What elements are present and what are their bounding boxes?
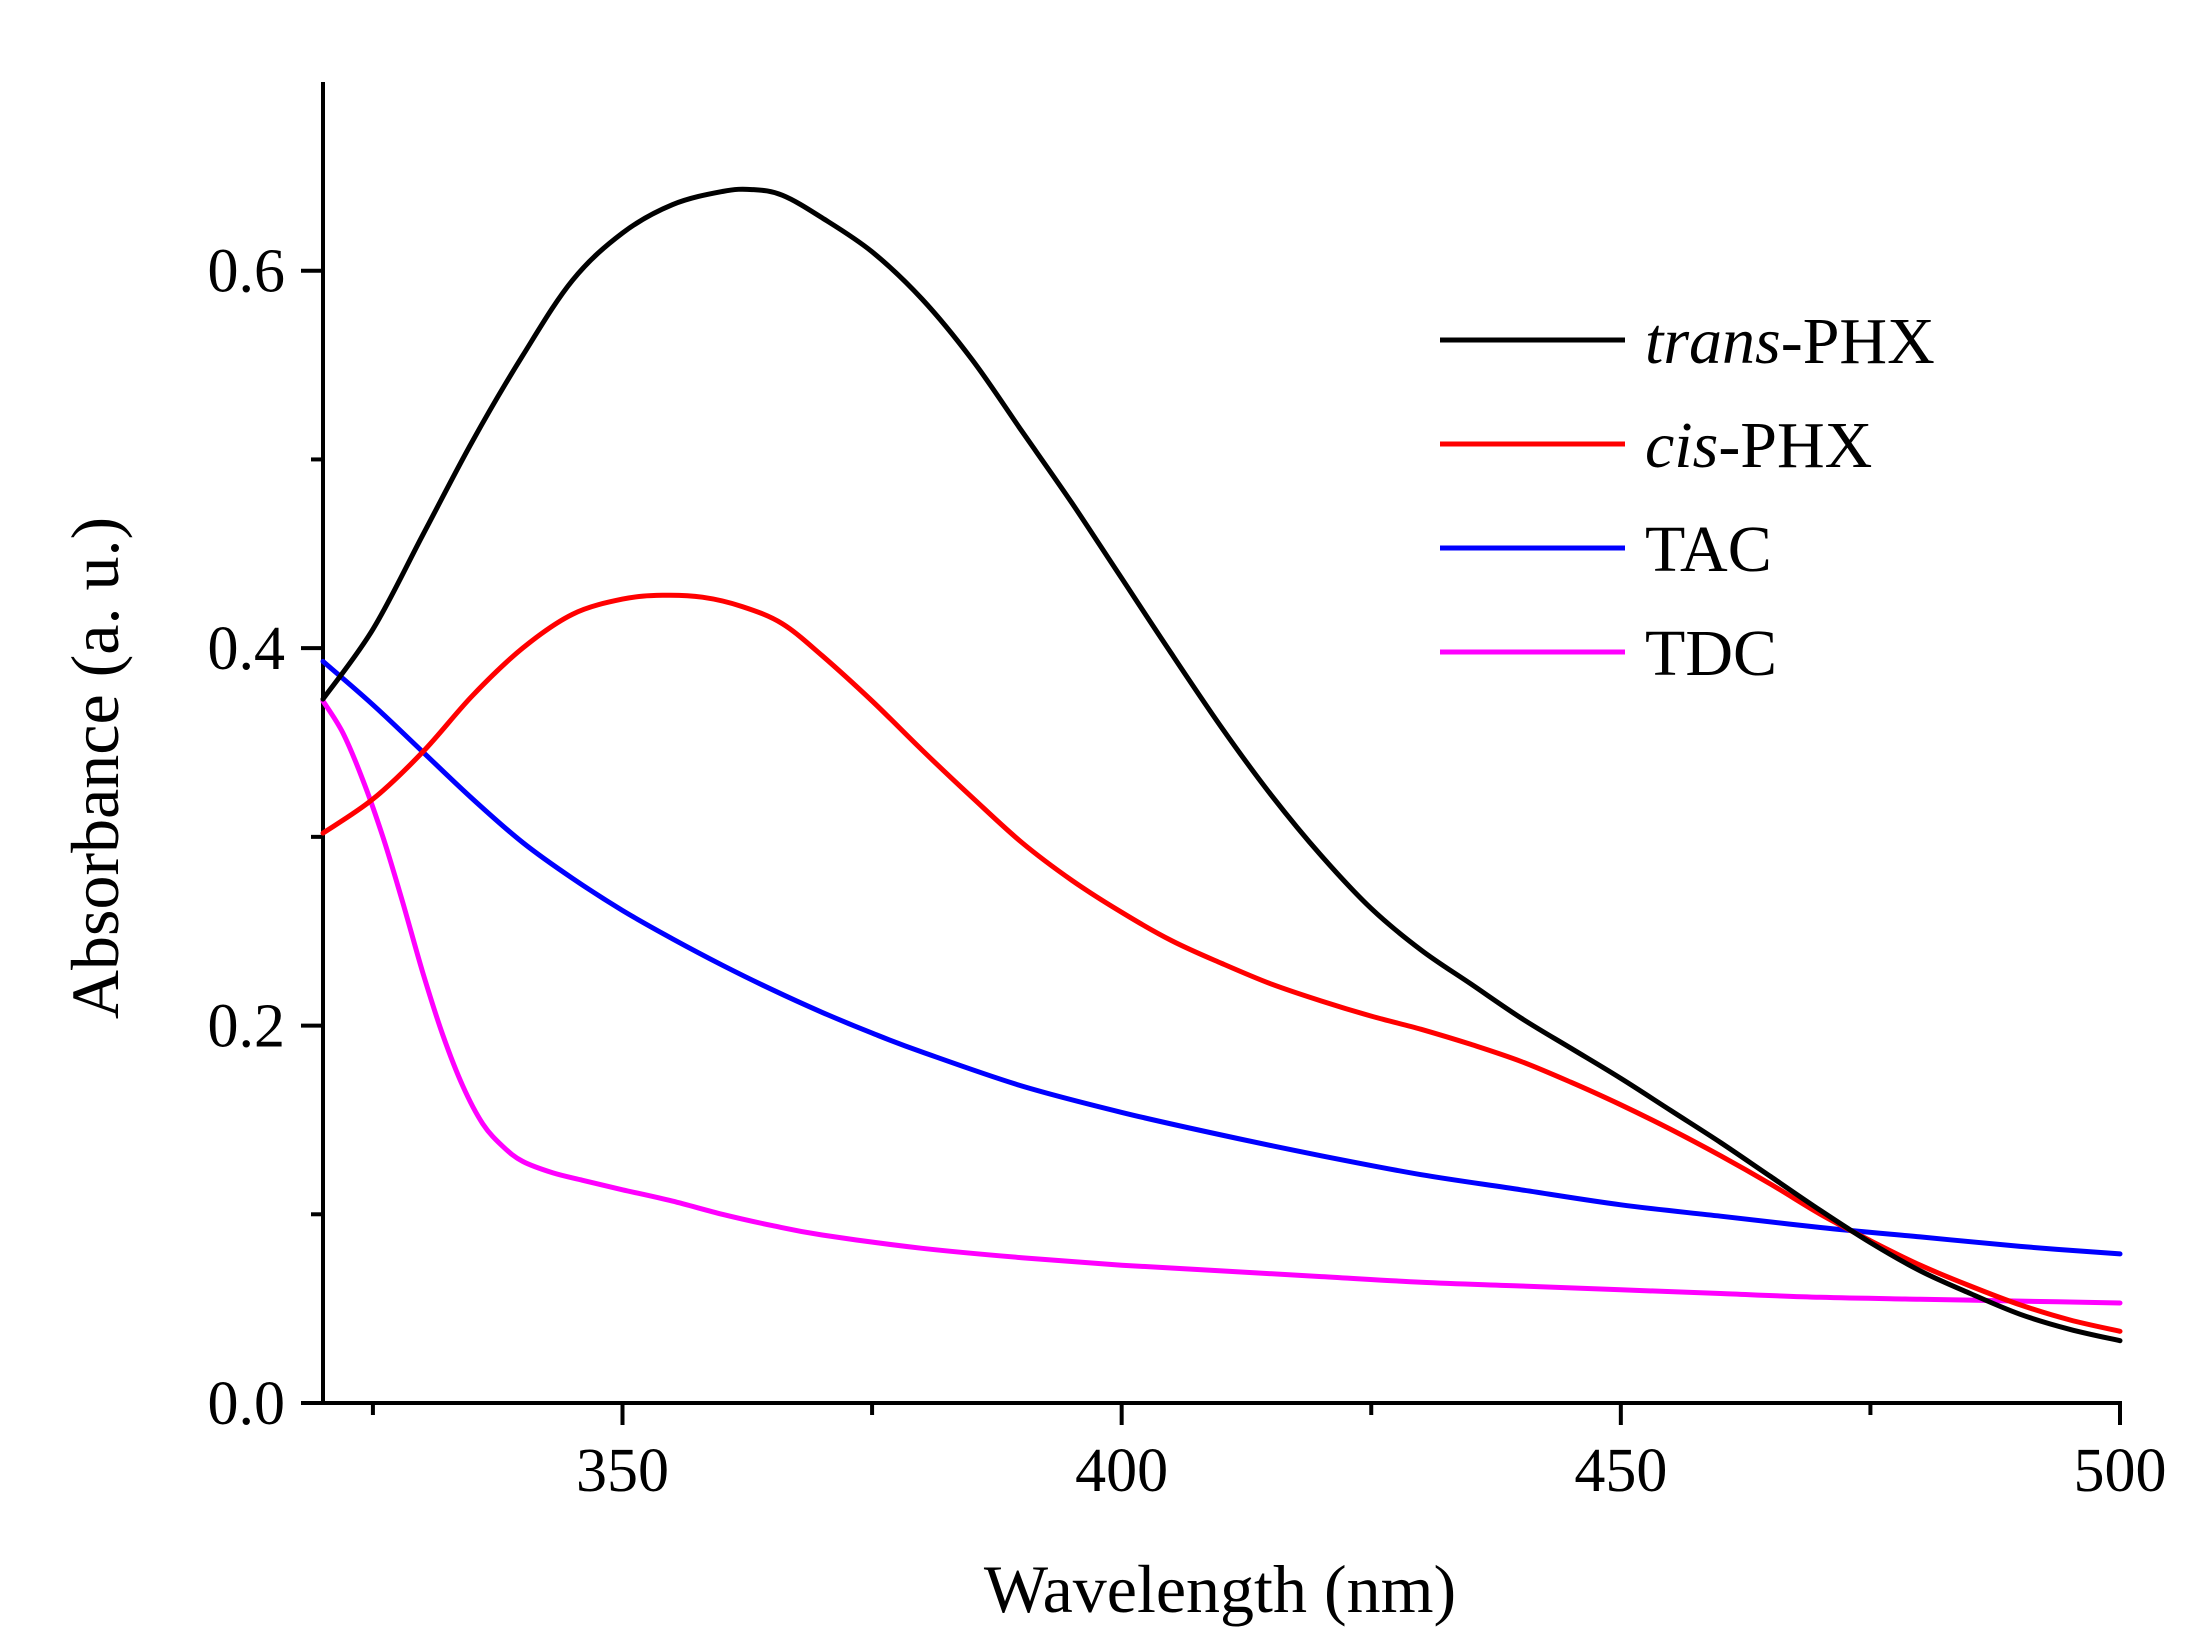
x-tick-label: 500	[2074, 1437, 2167, 1505]
legend-label-italic: trans	[1645, 305, 1781, 378]
y-tick-label: 0.6	[208, 238, 286, 306]
y-tick-label: 0.2	[208, 993, 286, 1061]
x-tick-label: 350	[576, 1437, 669, 1505]
x-axis-title: Wavelength (nm)	[984, 1551, 1456, 1627]
y-axis-title: Absorbance (a. u.)	[57, 517, 133, 1019]
y-tick-label: 0.0	[208, 1370, 286, 1438]
series-line-cis-phx	[320, 592, 2123, 1334]
legend-label-rest: -PHX	[1718, 409, 1872, 482]
x-tick-label: 400	[1075, 1437, 1168, 1505]
series-line-tac	[320, 658, 2123, 1257]
series-lines	[320, 186, 2123, 1344]
legend-label-rest: -PHX	[1781, 305, 1935, 378]
series-line-tdc	[320, 698, 2123, 1306]
legend-label-trans-phx: trans-PHX	[1645, 305, 1935, 378]
axes	[321, 82, 2122, 1405]
legend-label-tdc: TDC	[1645, 617, 1777, 690]
series-line-trans-phx	[320, 186, 2123, 1344]
legend-label-italic: cis	[1645, 409, 1718, 482]
y-ticks: 0.0 0.2 0.4 0.6	[208, 238, 323, 1438]
legend-label-tac: TAC	[1645, 513, 1772, 586]
y-tick-label: 0.4	[208, 615, 286, 683]
legend-label-cis-phx: cis-PHX	[1645, 409, 1872, 482]
x-ticks: 350 400 450 500	[370, 1403, 2167, 1505]
x-tick-label: 450	[1574, 1437, 1667, 1505]
